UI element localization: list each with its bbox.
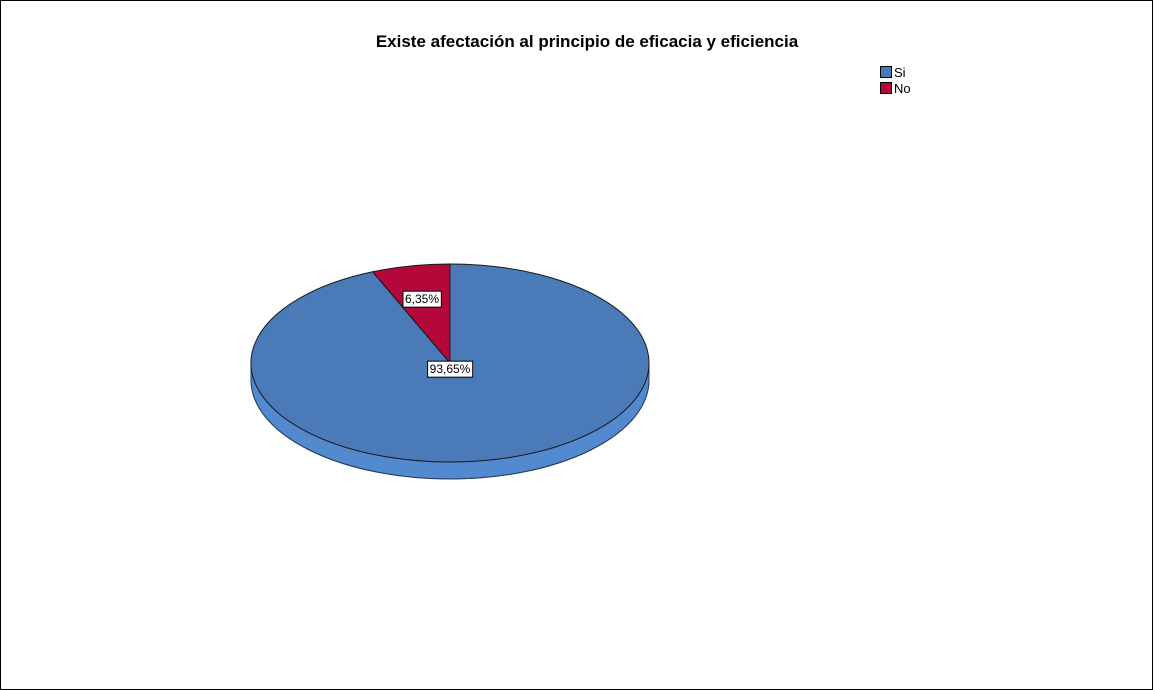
legend-item-no: No	[880, 80, 911, 96]
pie-rim-outline	[250, 363, 650, 480]
legend-label-si: Si	[894, 64, 906, 80]
legend-swatch-no	[880, 82, 892, 94]
legend-item-si: Si	[880, 64, 911, 80]
legend-label-no: No	[894, 80, 911, 96]
data-label-si: 93,65%	[427, 360, 474, 378]
chart-title: Existe afectación al principio de eficac…	[375, 32, 799, 51]
data-label-box-no	[402, 290, 442, 308]
legend-swatch-si	[880, 66, 892, 78]
data-label-text-no: 6,35%	[405, 292, 439, 306]
data-label-no: 6,35%	[402, 290, 442, 308]
chart-legend: Si No	[880, 64, 911, 96]
data-label-text-si: 93,65%	[430, 362, 471, 376]
data-label-box-si	[427, 360, 474, 378]
pie-slice-no	[371, 263, 451, 365]
